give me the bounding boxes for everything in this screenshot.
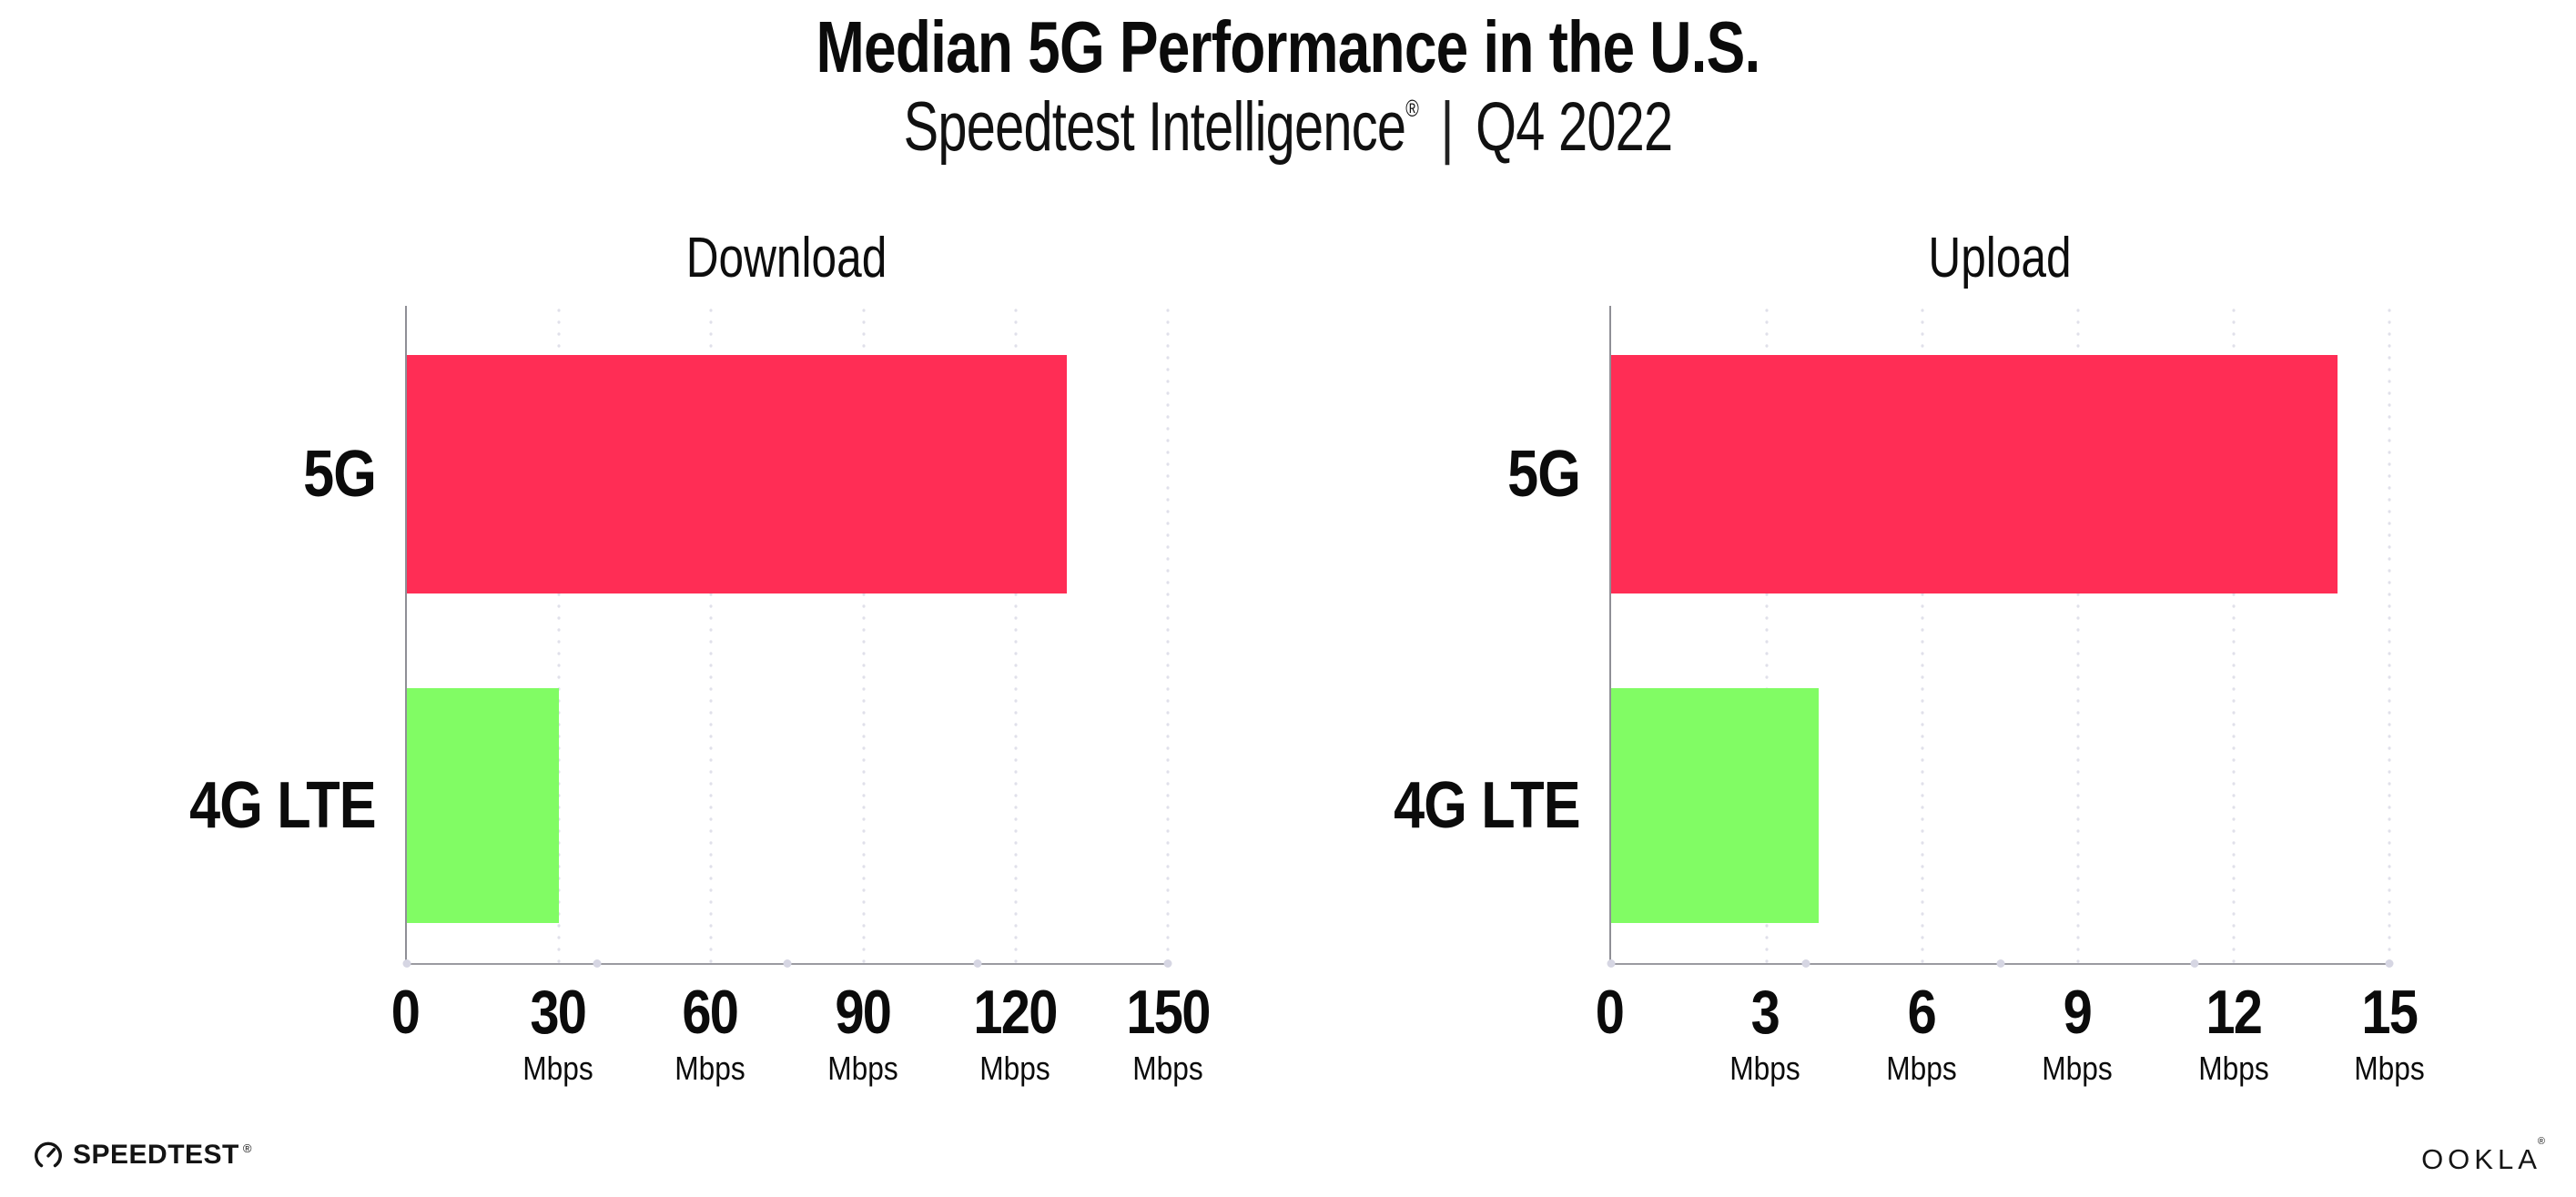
download-axis-dot	[593, 959, 602, 968]
upload-tick-value: 15	[2361, 978, 2419, 1047]
download-tick-unit: Mbps	[979, 1050, 1051, 1087]
upload-axis-dot	[2385, 959, 2394, 968]
upload-gridline-3	[1765, 306, 1769, 963]
page-title: Median 5G Performance in the U.S.	[816, 6, 1761, 87]
download-axis-dot	[973, 959, 982, 968]
speedtest-gauge-icon	[33, 1140, 64, 1171]
upload-chart-title: Upload	[1928, 227, 2072, 289]
download-tick-120: 120 Mbps	[967, 981, 1064, 1085]
download-category-label: 5G	[303, 438, 377, 511]
upload-plot-area: 5G 4G LTE	[1394, 306, 2394, 968]
download-tick-value: 150	[1126, 978, 1211, 1047]
download-category-label: 4G LTE	[189, 769, 376, 842]
upload-bar-5g	[1611, 355, 2338, 593]
download-tick-unit: Mbps	[1132, 1050, 1203, 1087]
download-gridline-120	[1014, 306, 1018, 963]
download-axis-dot	[1163, 959, 1172, 968]
upload-gridline-6	[1921, 306, 1924, 963]
upload-category-label: 4G LTE	[1394, 769, 1580, 842]
upload-tick-unit: Mbps	[2197, 1050, 2269, 1087]
download-tick-unit: Mbps	[674, 1050, 745, 1087]
upload-tick-value: 12	[2206, 978, 2263, 1047]
download-axis-dot	[402, 959, 411, 968]
upload-axis-dot	[2190, 959, 2199, 968]
download-tick-unit: Mbps	[522, 1050, 593, 1087]
upload-axis-dot	[1996, 959, 2004, 968]
download-bar-4g-lte	[407, 688, 560, 923]
download-x-axis: 0 30 Mbps 60 Mbps 90 Mbps 120 Mbps 150 Mbps	[391, 981, 1212, 1109]
download-plot-area: 5G 4G LTE	[189, 306, 1172, 968]
upload-x-axis: 0 3 Mbps 6 Mbps 9 Mbps 12 Mbps 15 Mbps	[1596, 981, 2425, 1109]
download-tick-unit: Mbps	[827, 1050, 898, 1087]
upload-gridline-9	[2076, 306, 2080, 963]
download-tick-30: 30 Mbps	[518, 981, 598, 1085]
upload-axis-dot	[1607, 959, 1616, 968]
upload-tick-value: 9	[2063, 978, 2093, 1047]
upload-tick-6: 6 Mbps	[1881, 981, 1962, 1085]
download-axis-dot	[783, 959, 792, 968]
download-tick-value: 30	[530, 978, 587, 1047]
upload-tick-value: 0	[1595, 978, 1625, 1047]
upload-tick-0: 0	[1593, 981, 1626, 1043]
upload-tick-12: 12 Mbps	[2194, 981, 2274, 1085]
speedtest-trademark: ®	[242, 1141, 252, 1155]
upload-tick-15: 15 Mbps	[2349, 981, 2429, 1085]
download-chart-title: Download	[685, 227, 887, 289]
upload-tick-value: 3	[1751, 978, 1780, 1047]
upload-bar-4g-lte	[1611, 688, 1819, 923]
download-tick-150: 150 Mbps	[1119, 981, 1216, 1085]
upload-gridline-15	[2388, 306, 2391, 963]
subtitle-brand: Speedtest Intelligence	[903, 88, 1406, 166]
page-subtitle: Speedtest Intelligence® | Q4 2022	[903, 88, 1674, 166]
speedtest-wordmark: SPEEDTEST	[73, 1140, 239, 1170]
upload-tick-3: 3 Mbps	[1725, 981, 1805, 1085]
upload-tick-unit: Mbps	[2042, 1050, 2113, 1087]
upload-category-label: 5G	[1507, 438, 1581, 511]
registered-mark: ®	[1405, 95, 1419, 122]
download-tick-60: 60 Mbps	[670, 981, 750, 1085]
download-tick-value: 0	[390, 978, 421, 1047]
download-tick-value: 120	[973, 978, 1059, 1047]
upload-tick-unit: Mbps	[1886, 1050, 1957, 1087]
upload-tick-9: 9 Mbps	[2037, 981, 2117, 1085]
upload-tick-unit: Mbps	[2354, 1050, 2425, 1087]
upload-tick-unit: Mbps	[1729, 1050, 1801, 1087]
subtitle-period: Q4 2022	[1476, 88, 1673, 166]
download-gridline-150	[1166, 306, 1170, 963]
download-tick-90: 90 Mbps	[823, 981, 903, 1085]
download-tick-0: 0	[389, 981, 421, 1043]
download-gridline-30	[557, 306, 561, 963]
download-tick-value: 60	[682, 978, 740, 1047]
ookla-logo: OOKLA ®	[2421, 1136, 2545, 1176]
upload-tick-value: 6	[1907, 978, 1937, 1047]
speedtest-logo: SPEEDTEST ®	[33, 1140, 251, 1171]
ookla-trademark: ®	[2537, 1136, 2545, 1147]
download-gridline-90	[862, 306, 866, 963]
subtitle-divider: |	[1440, 88, 1454, 166]
download-tick-value: 90	[835, 978, 892, 1047]
download-gridline-60	[709, 306, 713, 963]
ookla-wordmark: OOKLA	[2421, 1143, 2541, 1175]
upload-axis-dot	[1801, 959, 1810, 968]
upload-gridline-12	[2232, 306, 2236, 963]
download-bar-5g	[407, 355, 1067, 593]
